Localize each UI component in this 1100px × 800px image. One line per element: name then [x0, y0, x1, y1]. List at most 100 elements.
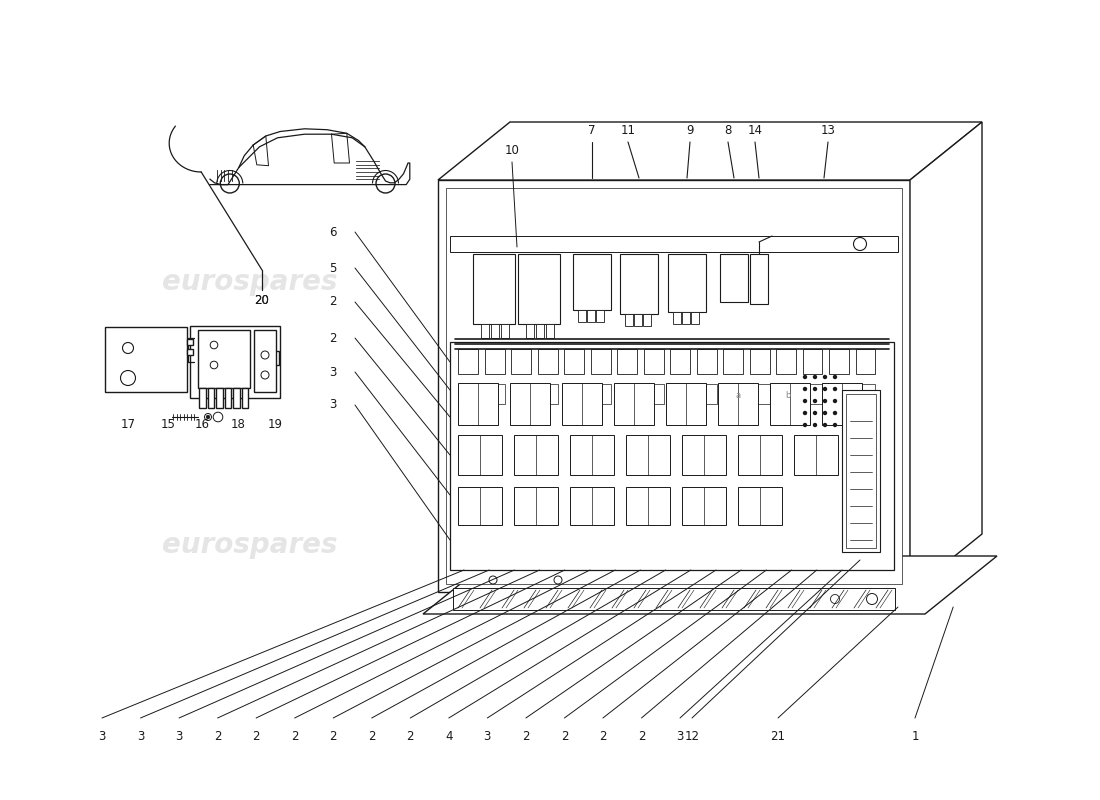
- Bar: [750, 254, 768, 304]
- Circle shape: [823, 374, 827, 379]
- Bar: [546, 324, 554, 338]
- Bar: [265, 351, 279, 365]
- Circle shape: [823, 411, 827, 415]
- Circle shape: [833, 374, 837, 379]
- Bar: [104, 327, 187, 392]
- Bar: [682, 487, 726, 525]
- Text: 12: 12: [684, 730, 700, 742]
- Bar: [617, 384, 637, 404]
- Text: 17: 17: [121, 418, 135, 431]
- Text: 13: 13: [821, 123, 835, 137]
- Bar: [749, 384, 770, 404]
- Bar: [458, 349, 478, 374]
- Bar: [682, 435, 726, 475]
- Bar: [720, 254, 748, 302]
- Bar: [617, 349, 637, 374]
- Bar: [458, 487, 502, 525]
- Bar: [800, 359, 847, 433]
- Circle shape: [803, 411, 807, 415]
- Circle shape: [833, 422, 837, 427]
- Bar: [696, 384, 716, 404]
- Bar: [620, 254, 658, 314]
- Bar: [846, 394, 876, 548]
- Text: 2: 2: [330, 331, 337, 345]
- Bar: [822, 383, 862, 425]
- Bar: [518, 254, 560, 324]
- Bar: [254, 330, 276, 392]
- Polygon shape: [438, 122, 982, 180]
- Bar: [670, 384, 690, 404]
- Circle shape: [206, 415, 210, 419]
- Bar: [578, 310, 586, 322]
- Bar: [484, 384, 505, 404]
- Polygon shape: [910, 122, 982, 592]
- Bar: [208, 388, 214, 408]
- Bar: [573, 254, 610, 310]
- Text: 8: 8: [724, 123, 732, 137]
- Circle shape: [803, 422, 807, 427]
- Bar: [682, 312, 690, 324]
- Bar: [458, 384, 478, 404]
- Text: 3: 3: [175, 730, 183, 742]
- Bar: [242, 388, 248, 408]
- Text: eurospares: eurospares: [527, 546, 773, 584]
- Text: 11: 11: [620, 123, 636, 137]
- Text: 3: 3: [484, 730, 491, 742]
- Bar: [634, 314, 642, 326]
- Bar: [526, 324, 534, 338]
- Bar: [564, 349, 584, 374]
- Bar: [512, 349, 531, 374]
- Text: 20: 20: [254, 294, 270, 306]
- Circle shape: [803, 386, 807, 391]
- Bar: [666, 383, 706, 425]
- Bar: [481, 324, 490, 338]
- Text: 7: 7: [588, 123, 596, 137]
- Text: 4: 4: [446, 730, 452, 742]
- Text: 18: 18: [231, 418, 245, 431]
- Text: 2: 2: [368, 730, 375, 742]
- Bar: [829, 384, 849, 404]
- Bar: [450, 342, 894, 570]
- Bar: [562, 383, 602, 425]
- Text: 6: 6: [330, 226, 337, 238]
- Text: eurospares: eurospares: [557, 231, 803, 269]
- Bar: [564, 384, 584, 404]
- Text: 2: 2: [290, 730, 298, 742]
- Bar: [538, 384, 558, 404]
- Circle shape: [813, 386, 817, 391]
- Bar: [187, 349, 192, 355]
- Circle shape: [813, 374, 817, 379]
- Text: 3: 3: [98, 730, 106, 742]
- Bar: [803, 384, 823, 404]
- Text: 2: 2: [638, 730, 646, 742]
- Bar: [510, 383, 550, 425]
- Bar: [644, 384, 663, 404]
- Bar: [484, 349, 505, 374]
- Circle shape: [803, 374, 807, 379]
- Bar: [856, 384, 876, 404]
- Bar: [190, 326, 280, 398]
- Text: 10: 10: [505, 143, 519, 157]
- Text: 2: 2: [330, 730, 337, 742]
- Text: 2: 2: [252, 730, 260, 742]
- Bar: [796, 355, 851, 437]
- Bar: [626, 435, 670, 475]
- Bar: [538, 349, 558, 374]
- Bar: [670, 349, 690, 374]
- Text: 3: 3: [136, 730, 144, 742]
- Bar: [696, 349, 716, 374]
- Text: 3: 3: [330, 398, 337, 411]
- Bar: [691, 312, 698, 324]
- Bar: [570, 435, 614, 475]
- Circle shape: [823, 386, 827, 391]
- Bar: [776, 384, 796, 404]
- Circle shape: [803, 399, 807, 403]
- Bar: [514, 487, 558, 525]
- Bar: [458, 383, 498, 425]
- Bar: [644, 314, 651, 326]
- Bar: [446, 188, 902, 584]
- Circle shape: [813, 422, 817, 427]
- Circle shape: [813, 411, 817, 415]
- Text: 9: 9: [686, 123, 694, 137]
- Bar: [738, 435, 782, 475]
